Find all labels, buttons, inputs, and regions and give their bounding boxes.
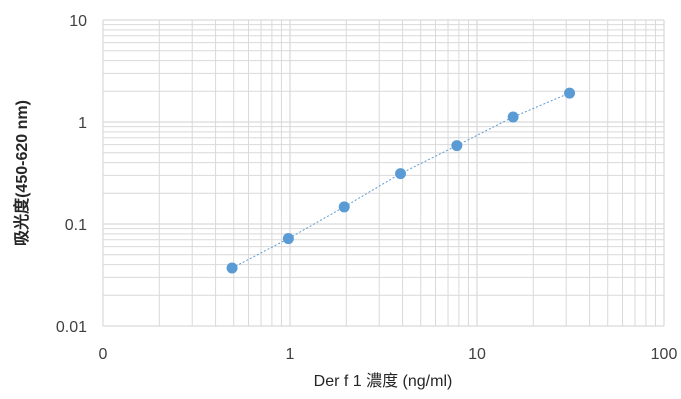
y-tick-label: 1 (78, 115, 87, 132)
y-axis-title: 吸光度(450-620 nm) (12, 100, 31, 246)
y-tick-label: 0.1 (65, 217, 87, 234)
x-tick-label: 100 (651, 346, 678, 363)
x-tick-label: 0 (99, 346, 108, 363)
data-point (564, 87, 576, 99)
data-point (338, 201, 350, 213)
data-point (226, 262, 238, 274)
x-tick-label: 1 (286, 346, 295, 363)
y-tick-label: 0.01 (56, 319, 87, 336)
x-axis-ticks: 0 1 10 100 (99, 346, 678, 363)
data-point (395, 168, 407, 180)
data-point (507, 111, 519, 123)
trendline-group (231, 92, 570, 269)
y-tick-label: 10 (69, 13, 87, 30)
x-tick-label: 10 (468, 346, 486, 363)
data-points (226, 87, 576, 274)
y-axis-ticks: 0.01 0.1 1 10 (56, 13, 87, 336)
gridlines (102, 19, 665, 327)
data-point (282, 233, 294, 245)
trendline (231, 92, 570, 269)
x-axis-title: Der f 1 濃度 (ng/ml) (314, 372, 453, 390)
data-point (451, 140, 463, 152)
